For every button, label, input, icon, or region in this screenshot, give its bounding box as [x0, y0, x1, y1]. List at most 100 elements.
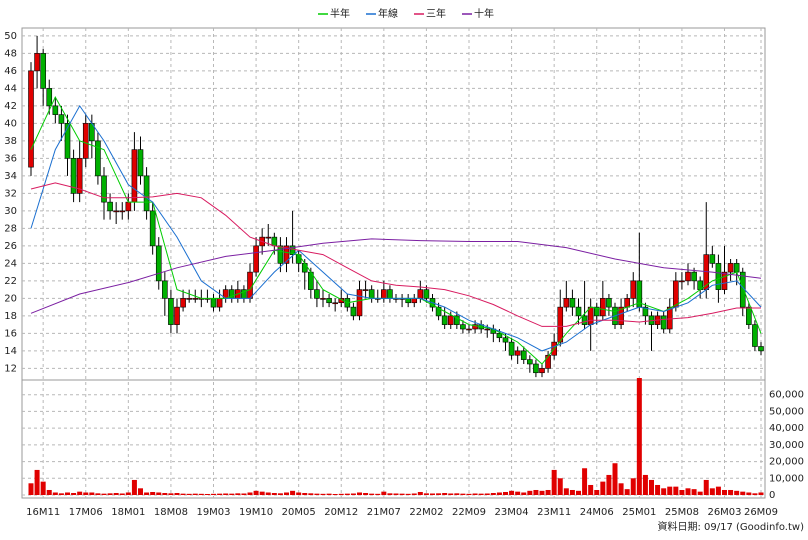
volume-bar [496, 492, 502, 495]
y-tick-label: 36 [4, 153, 17, 164]
candle-body [733, 263, 740, 273]
candle-body [125, 201, 132, 212]
volume-bar [472, 493, 478, 495]
candle-body [679, 280, 685, 283]
volume-bar [40, 481, 46, 495]
volume-bar [271, 492, 277, 495]
candle-body [721, 271, 728, 290]
y2-tick-label: 10,000 [769, 473, 804, 484]
candle-body [727, 263, 734, 273]
candle-body [673, 280, 679, 308]
volume-bar [381, 491, 387, 495]
x-tick-label: 23M04 [495, 507, 529, 518]
candle-body [76, 158, 83, 194]
candle-body [624, 298, 630, 308]
volume-bar [308, 493, 314, 495]
volume-bar [715, 486, 721, 495]
x-tick-label: 22M02 [409, 507, 443, 518]
volume-bar [363, 492, 369, 495]
candle-body [642, 306, 649, 317]
y2-tick-label: 20,000 [769, 457, 804, 468]
candle-body [387, 289, 393, 299]
candle-body [581, 315, 588, 325]
volume-bar [594, 489, 600, 495]
ma-line [30, 182, 761, 327]
candle-body [362, 289, 369, 291]
legend-label: 十年 [474, 7, 494, 20]
volume-bar [685, 488, 691, 495]
volume-bar [314, 493, 320, 495]
volume-bar [490, 492, 496, 495]
x-tick-label: 25M08 [665, 507, 699, 518]
volume-bar [636, 378, 642, 495]
volume-bar [326, 493, 332, 495]
volume-bar [95, 493, 101, 495]
candle-body [332, 302, 338, 305]
volume-bar [606, 474, 612, 495]
candle-body [277, 245, 284, 264]
volume-bar [125, 492, 131, 495]
volume-bar [655, 484, 661, 495]
legend-label: 三年 [426, 7, 446, 20]
volume-bar [58, 493, 64, 495]
volume-bar [527, 490, 533, 495]
volume-bar [46, 489, 52, 495]
volume-bar [180, 493, 186, 495]
candle-body [533, 363, 539, 374]
volume-bar [211, 493, 216, 495]
candle-body [95, 140, 101, 177]
candle-body [746, 306, 752, 325]
volume-bar [290, 490, 296, 495]
volume-bar [624, 489, 630, 495]
y-tick-label: 14 [4, 346, 17, 357]
y-tick-label: 34 [4, 171, 17, 182]
volume-bar [545, 489, 551, 495]
candle-body [295, 254, 302, 264]
volume-bar [679, 489, 685, 495]
candle-body [557, 306, 564, 343]
candle-body [101, 175, 107, 203]
volume-bar [460, 493, 466, 495]
volume-bar [691, 489, 697, 495]
candle-body [472, 324, 478, 330]
candle-body [283, 245, 290, 264]
candle-body [320, 298, 326, 300]
volume-bar [673, 486, 679, 495]
candle-body [113, 210, 119, 213]
candle-body [265, 236, 272, 239]
volume-bar [162, 492, 168, 495]
volume-bar [588, 484, 594, 495]
y-tick-label: 18 [4, 311, 17, 322]
candle-body [143, 175, 150, 212]
x-tick-label: 21M07 [367, 507, 401, 518]
volume-bar [448, 493, 454, 495]
volume-bar [667, 486, 673, 495]
candle-body [520, 350, 527, 360]
candle-body [350, 306, 357, 317]
candle-body [405, 298, 411, 304]
volume-bar [521, 492, 527, 495]
volume-bar [569, 489, 575, 495]
volume-bar [320, 493, 326, 495]
volume-bar [217, 493, 223, 495]
volume-bar [350, 493, 356, 495]
volume-bar [204, 493, 210, 495]
volume-bar [484, 493, 490, 495]
x-tick-label: 22M09 [452, 507, 486, 518]
candle-body [180, 298, 186, 308]
x-tick-label: 20M05 [282, 507, 316, 518]
volume-bar [703, 479, 709, 495]
candle-body [210, 298, 217, 308]
legend-label: 年線 [378, 7, 398, 20]
volume-bar [557, 478, 563, 495]
candle-body [545, 354, 551, 369]
volume-bar [332, 493, 338, 495]
candle-body [691, 271, 697, 282]
candle-body [423, 289, 430, 299]
volume-bar [150, 491, 156, 495]
volume-bar [247, 492, 253, 495]
x-tick-label: 20M12 [324, 507, 358, 518]
candle-body [752, 324, 758, 347]
candle-body [247, 271, 253, 299]
